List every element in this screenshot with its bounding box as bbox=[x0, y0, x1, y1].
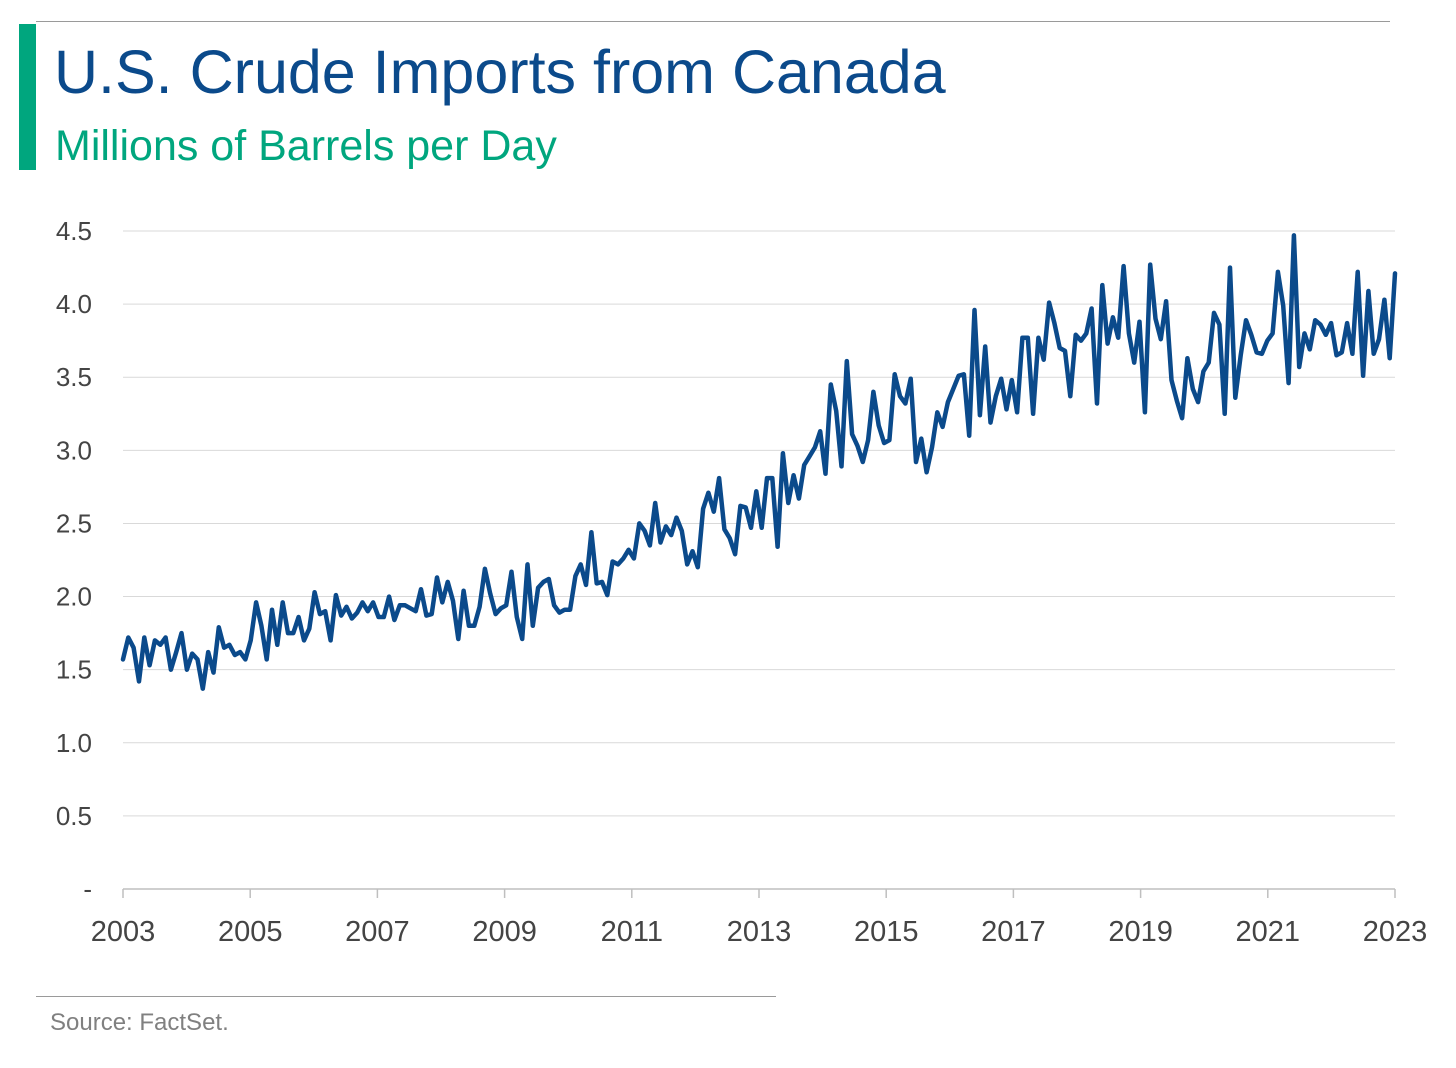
y-axis-ticks: - 0.5 1.0 1.5 2.0 2.5 3.0 3.5 4.0 4.5 bbox=[56, 216, 92, 904]
chart-title: U.S. Crude Imports from Canada bbox=[54, 38, 946, 106]
y-tick-label: 1.5 bbox=[56, 655, 92, 685]
chart-subtitle: Millions of Barrels per Day bbox=[55, 122, 557, 170]
line-chart: -0.51.01.52.02.53.03.54.04.5 2003 2005 200… bbox=[56, 216, 1428, 948]
y-tick-label: 4.0 bbox=[56, 289, 92, 319]
x-tick-label: 2007 bbox=[345, 916, 410, 948]
x-tick-label: 2021 bbox=[1236, 916, 1301, 948]
y-tick-label: 2.0 bbox=[56, 582, 92, 612]
x-tick-label: 2009 bbox=[472, 916, 537, 948]
y-tick-label: 1.0 bbox=[56, 728, 92, 758]
x-axis: 2003 2005 2007 2009 2011 2013 2015 2017 2019 2021… bbox=[91, 888, 1428, 948]
x-tick-label: 2023 bbox=[1363, 916, 1428, 948]
source-note: Source: FactSet. bbox=[50, 1009, 229, 1036]
x-tick-label: 2011 bbox=[601, 916, 663, 948]
y-tick-label: 4.5 bbox=[56, 216, 92, 246]
y-tick-label: - bbox=[83, 874, 92, 904]
y-tick-label: 3.0 bbox=[56, 435, 92, 465]
x-tick-label: 2019 bbox=[1108, 916, 1173, 948]
y-tick-label: 0.5 bbox=[56, 801, 92, 831]
x-tick-label: 2015 bbox=[854, 916, 919, 948]
source-divider bbox=[36, 996, 776, 997]
series-line bbox=[120, 233, 1398, 691]
top-divider bbox=[36, 21, 1390, 22]
x-tick-label: 2017 bbox=[981, 916, 1046, 948]
series-layer bbox=[120, 233, 1398, 691]
y-tick-label: 2.5 bbox=[56, 508, 92, 538]
x-tick-label: 2013 bbox=[727, 916, 792, 948]
y-tick-label: 3.5 bbox=[56, 362, 92, 392]
x-tick-label: 2005 bbox=[218, 916, 283, 948]
x-tick-label: 2003 bbox=[91, 916, 156, 948]
title-accent-bar bbox=[19, 24, 36, 170]
